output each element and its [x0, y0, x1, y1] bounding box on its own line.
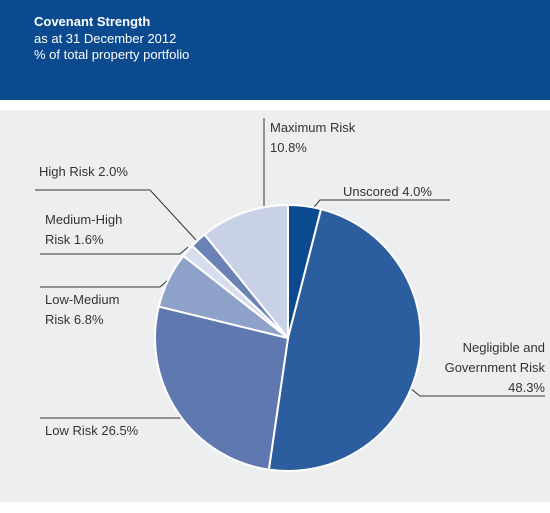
category-label: Unscored — [343, 184, 399, 199]
slice-label: Maximum Risk 10.8% — [270, 118, 390, 158]
value-label: 10.8% — [270, 140, 307, 155]
chart-title: Covenant Strength — [34, 14, 151, 29]
subtitle: % of total property portfolio — [34, 47, 190, 62]
value-label: 6.8% — [73, 312, 104, 327]
leader-line — [40, 246, 189, 255]
slice-label: Low Risk 26.5% — [45, 421, 205, 441]
category-label: Low Risk — [45, 423, 98, 438]
slice-label: Low-Medium Risk 6.8% — [45, 290, 140, 330]
slice-label: Medium-High Risk 1.6% — [45, 210, 140, 250]
slice-label: Unscored 4.0% — [343, 182, 463, 202]
value-label: 1.6% — [73, 232, 104, 247]
category-label: Low-Medium Risk — [45, 292, 120, 327]
leader-line — [40, 279, 169, 288]
category-label: Maximum Risk — [270, 120, 356, 135]
value-label: 2.0% — [98, 164, 128, 179]
value-label: 26.5% — [101, 423, 139, 438]
leader-line — [35, 189, 197, 241]
slice-label: High Risk 2.0% — [39, 162, 179, 182]
value-label: 48.3% — [508, 380, 545, 395]
pie-slice — [154, 305, 290, 471]
header: Covenant Strength as at 31 December 2012… — [0, 0, 550, 100]
pie-slice — [267, 207, 422, 473]
value-label: 4.0% — [402, 184, 432, 199]
subtitle: as at 31 December 2012 — [34, 31, 177, 46]
category-label: Medium-High Risk — [45, 212, 123, 247]
pie-slice — [203, 203, 289, 341]
category-label: High Risk — [39, 164, 95, 179]
category-label: Negligible and Government Risk — [444, 340, 545, 375]
slice-label: Negligible and Government Risk 48.3% — [400, 338, 545, 398]
